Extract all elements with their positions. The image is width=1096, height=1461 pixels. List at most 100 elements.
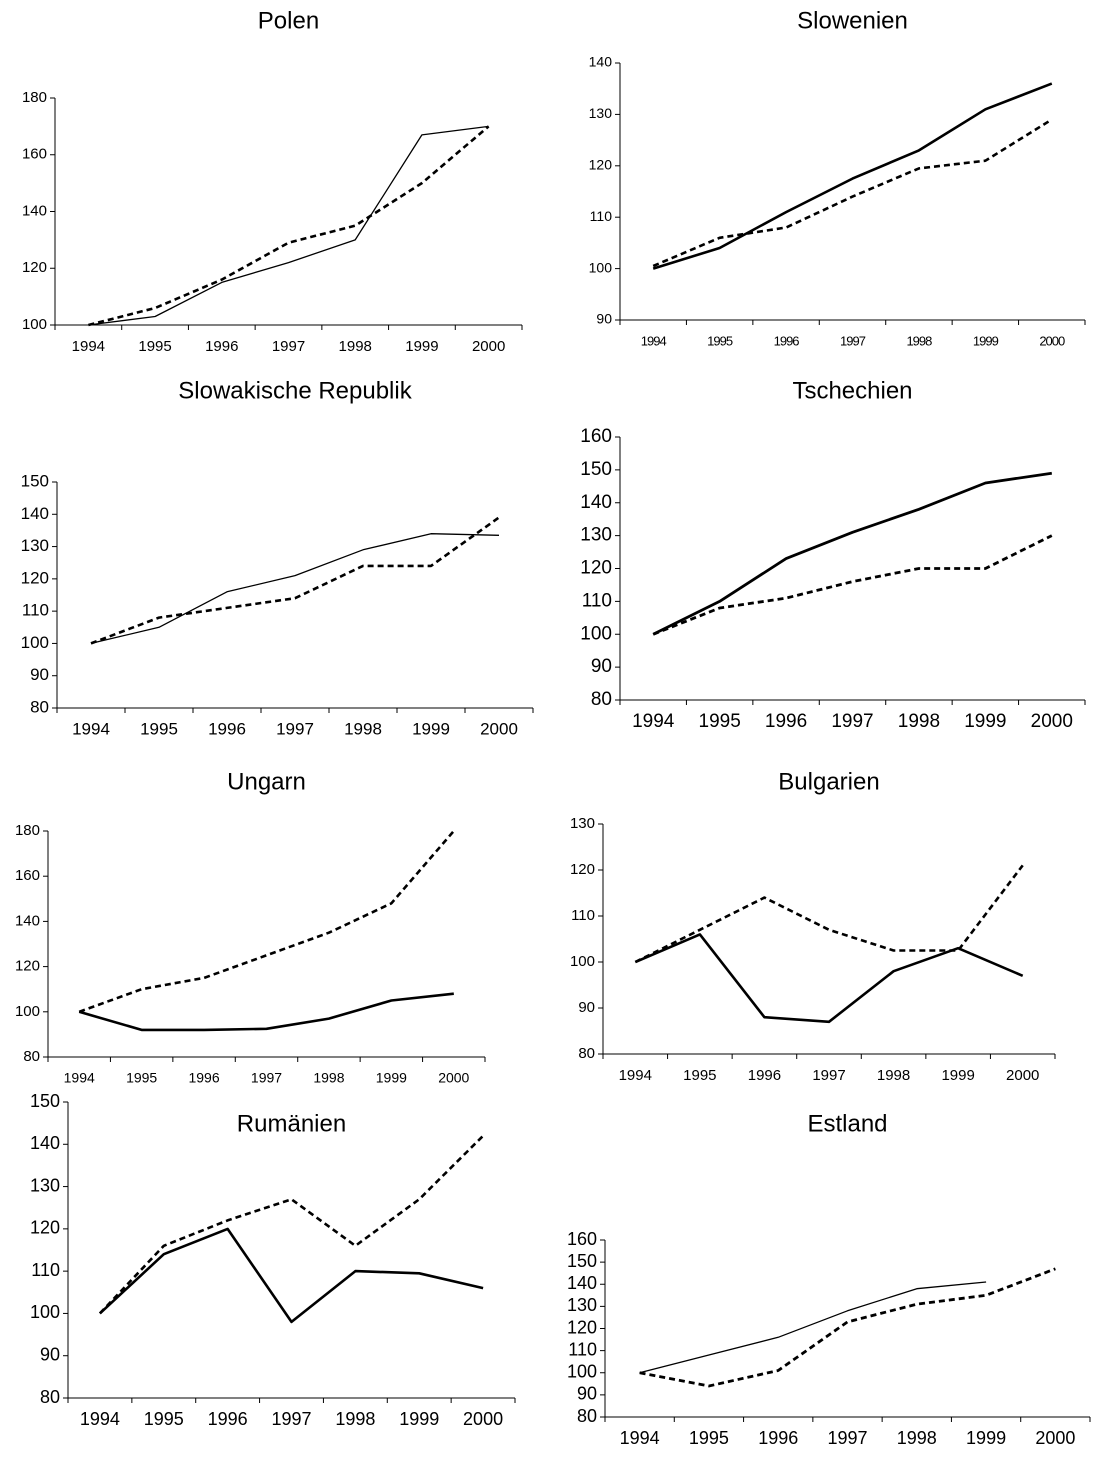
chart-title: Ungarn [227,768,306,795]
chart-title: Bulgarien [778,768,879,795]
y-tick-label: 110 [590,208,613,224]
panel: Polen 100 120 140 160 180 1994 1995 1996 1997 1998… [22,7,523,355]
y-tick-label: 90 [40,1344,60,1364]
x-tick-label: 1999 [376,1070,407,1086]
series-line [88,125,490,327]
y-tick-label: 100 [15,1003,40,1020]
y-tick-label: 100 [22,316,47,333]
x-tick-label: 1998 [335,1409,375,1429]
y-tick-label: 140 [15,912,40,929]
y-tick-label: 120 [21,568,49,587]
y-tick-label: 110 [568,1339,597,1359]
y-tick-label: 130 [567,1295,597,1315]
chart-title: Slowakische Republik [178,377,412,404]
y-tick-label: 150 [567,1251,597,1271]
series-line [78,830,455,1014]
y-tick-label: 120 [22,259,47,276]
x-tick-label: 1997 [271,1409,311,1429]
x-tick-label: 1999 [964,711,1006,732]
x-tick-label: 1999 [412,719,450,738]
x-tick-label: 1994 [72,338,105,355]
x-tick-label: 1998 [339,338,372,355]
series-line [639,1281,987,1374]
x-tick-label: 2000 [1031,711,1073,732]
x-tick-label: 1997 [812,1067,845,1084]
x-tick-label: 1994 [80,1409,120,1429]
x-tick-label: 1996 [208,719,246,738]
x-tick-label: 1997 [276,719,314,738]
y-tick-label: 90 [577,1384,597,1404]
y-tick-label: 150 [21,471,49,490]
panel: Slowakische Republik 80 90 100 110 120 130 140 1… [21,377,534,738]
series-line [98,1134,485,1315]
x-tick-label: 2000 [1039,333,1065,348]
x-tick-label: 1999 [405,338,438,355]
x-tick-label: 1999 [966,1428,1006,1448]
panel: Ungarn 80 100 120 140 160 180 1994 1995 1996 1997 1… [15,768,486,1086]
y-tick-label: 140 [30,1133,60,1153]
x-tick-label: 1995 [683,1067,716,1084]
y-tick-label: 130 [21,536,49,555]
x-tick-label: 1994 [619,1067,652,1084]
chart-title: Slowenien [797,7,908,34]
y-tick-label: 100 [580,623,612,644]
y-tick-label: 90 [578,999,595,1016]
x-tick-label: 1996 [208,1409,248,1429]
y-tick-label: 150 [30,1091,60,1111]
y-tick-label: 130 [589,105,613,121]
x-tick-label: 1996 [765,711,807,732]
y-tick-label: 110 [31,1260,60,1280]
x-tick-label: 1995 [689,1428,729,1448]
chart-title: Tschechien [792,377,912,404]
series-line [90,533,500,645]
x-tick-label: 1995 [138,338,171,355]
x-tick-label: 1997 [272,338,305,355]
x-tick-label: 1995 [699,711,741,732]
y-tick-label: 180 [15,822,40,839]
y-tick-label: 110 [22,601,49,620]
x-tick-label: 1998 [897,1428,937,1448]
chart-title: Estland [807,1110,887,1137]
x-tick-label: 1999 [941,1067,974,1084]
y-tick-label: 80 [23,1048,40,1065]
x-tick-label: 1995 [140,719,178,738]
series-line [78,992,454,1032]
x-tick-label: 1996 [188,1070,219,1086]
y-tick-label: 160 [15,867,40,884]
series-line [99,1227,484,1324]
series-line [634,933,1024,1024]
y-tick-label: 160 [22,146,47,163]
y-tick-label: 80 [577,1406,597,1426]
x-tick-label: 1998 [344,719,382,738]
y-tick-label: 110 [571,907,595,924]
x-tick-label: 2000 [480,719,518,738]
y-tick-label: 120 [580,558,612,579]
series-line [88,125,489,326]
x-tick-label: 1995 [707,333,733,348]
series-line [652,82,1053,270]
chart-title: Rumänien [237,1110,346,1137]
y-tick-label: 80 [40,1387,60,1407]
y-tick-label: 160 [580,426,612,447]
y-tick-label: 110 [582,590,612,611]
x-tick-label: 2000 [1006,1067,1039,1084]
y-tick-label: 160 [567,1229,597,1249]
series-line [90,516,500,645]
x-tick-label: 1998 [898,711,940,732]
y-tick-label: 140 [589,54,613,70]
y-tick-label: 100 [570,953,595,970]
y-tick-label: 100 [21,633,49,652]
panel: Rumänien 80 90 100 110 120 130 140 150 1994 1995 19… [30,1091,516,1429]
y-tick-label: 90 [30,665,49,684]
y-tick-label: 80 [578,1045,595,1062]
y-tick-label: 100 [567,1362,597,1382]
y-tick-label: 150 [580,459,612,480]
x-tick-label: 1994 [641,333,667,348]
y-tick-label: 90 [591,656,612,677]
y-tick-label: 130 [570,815,595,832]
series-line [634,864,1024,964]
y-tick-label: 80 [30,697,49,716]
x-tick-label: 2000 [438,1070,469,1086]
